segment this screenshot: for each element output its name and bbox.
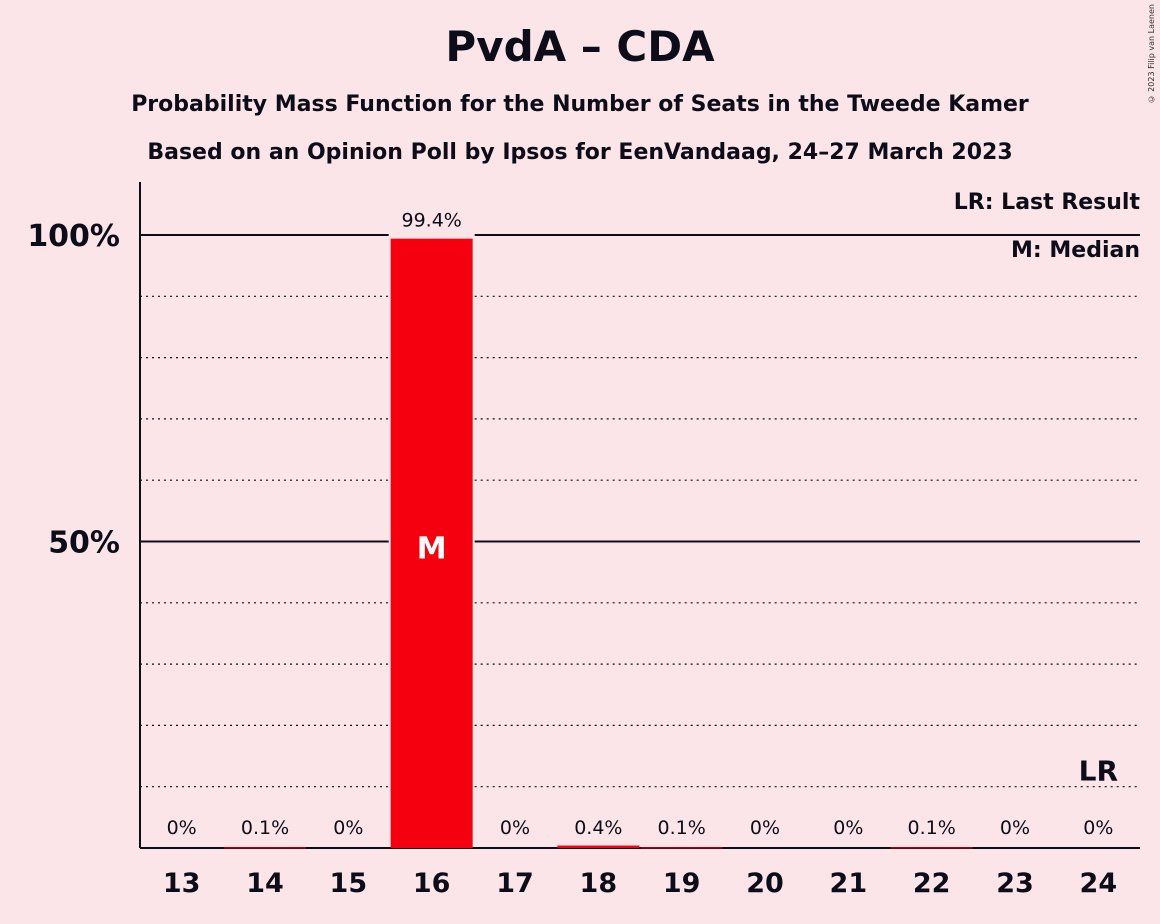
data-label: 99.4% xyxy=(401,210,461,232)
chart-title: PvdA – CDA xyxy=(445,22,715,71)
x-tick-label: 16 xyxy=(413,868,451,899)
data-label: 0% xyxy=(1083,817,1113,839)
data-label: 0.4% xyxy=(574,817,622,839)
x-tick-label: 21 xyxy=(830,868,868,899)
chart-subtitle-2: Based on an Opinion Poll by Ipsos for Ee… xyxy=(147,140,1013,165)
x-tick-label: 17 xyxy=(496,868,534,899)
data-label: 0% xyxy=(333,817,363,839)
bar xyxy=(390,238,473,849)
legend-median: M: Median xyxy=(1011,238,1140,263)
x-tick-label: 15 xyxy=(330,868,368,899)
bar xyxy=(224,847,306,849)
x-tick-label: 13 xyxy=(163,868,201,899)
data-label: 0.1% xyxy=(241,817,289,839)
x-tick-label: 14 xyxy=(246,868,284,899)
y-tick-label: 100% xyxy=(27,219,120,254)
last-result-marker: LR xyxy=(1079,755,1118,788)
bar xyxy=(557,845,640,848)
x-tick-label: 19 xyxy=(663,868,701,899)
legend-last-result: LR: Last Result xyxy=(954,190,1141,215)
y-tick-label: 50% xyxy=(48,526,120,561)
bar xyxy=(640,847,723,849)
data-label: 0.1% xyxy=(908,817,956,839)
data-label: 0% xyxy=(500,817,530,839)
x-tick-label: 24 xyxy=(1080,868,1118,899)
data-label: 0% xyxy=(750,817,780,839)
data-label: 0% xyxy=(833,817,863,839)
x-tick-label: 23 xyxy=(996,868,1034,899)
data-label: 0% xyxy=(167,817,197,839)
data-label: 0.1% xyxy=(658,817,706,839)
x-tick-label: 20 xyxy=(746,868,784,899)
bar xyxy=(890,847,973,849)
data-label: 0% xyxy=(1000,817,1030,839)
chart-subtitle-1: Probability Mass Function for the Number… xyxy=(131,92,1029,117)
median-marker: M xyxy=(417,532,447,567)
x-tick-label: 22 xyxy=(913,868,951,899)
x-tick-label: 18 xyxy=(580,868,618,899)
